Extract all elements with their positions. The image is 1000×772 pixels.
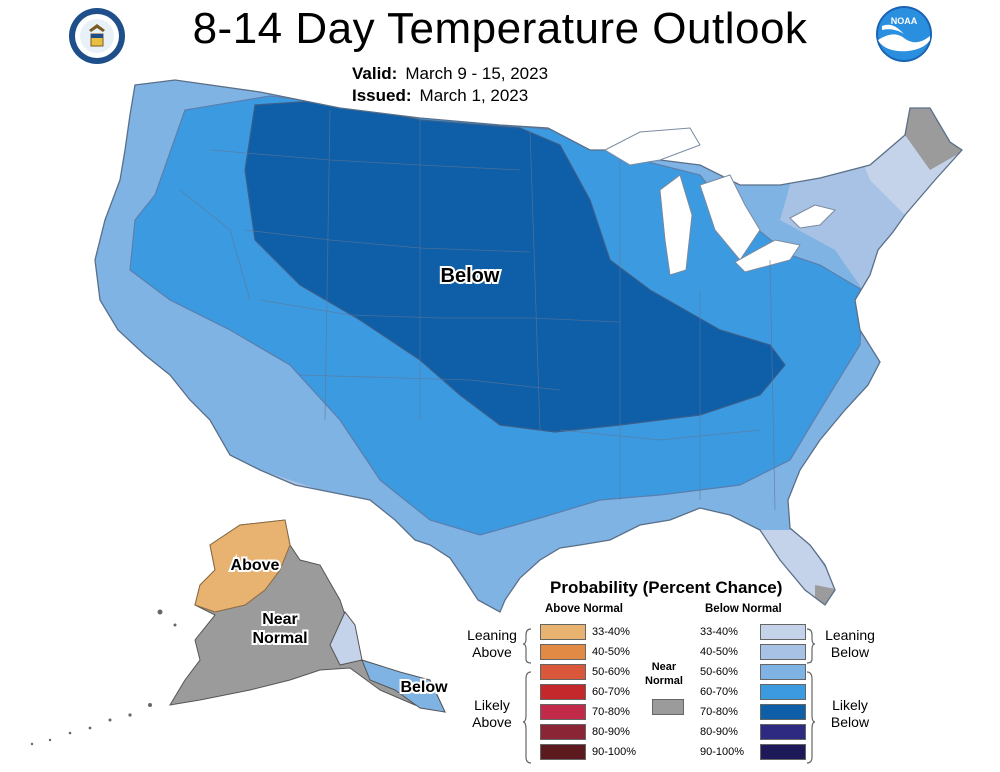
below-percent-label: 50-60% [700, 666, 738, 678]
above-percent-label: 50-60% [592, 666, 630, 678]
probability-legend: Probability (Percent Chance) Above Norma… [455, 575, 1000, 772]
below-percent-label: 33-40% [700, 626, 738, 638]
issued-line: Issued: March 1, 2023 [352, 86, 528, 106]
legend-title: Probability (Percent Chance) [550, 578, 783, 597]
valid-label: Valid: [352, 64, 398, 83]
below-swatch [760, 744, 806, 760]
page-title: 8-14 Day Temperature Outlook [192, 4, 808, 53]
conus-below-label: Below [441, 265, 500, 287]
above-swatch [540, 704, 586, 720]
leaning-below-label: Leaning Below [825, 627, 875, 660]
above-swatch [540, 684, 586, 700]
above-brace-icon [523, 628, 532, 764]
near-normal-label: Near Normal [645, 660, 683, 688]
leaning-above-label: Leaning Above [467, 627, 517, 660]
above-percent-label: 40-50% [592, 646, 630, 658]
above-percent-label: 33-40% [592, 626, 630, 638]
issued-date: March 1, 2023 [419, 86, 529, 105]
alaska-above-label: Above [231, 557, 280, 574]
below-percent-label: 40-50% [700, 646, 738, 658]
below-swatch [760, 704, 806, 720]
below-swatch [760, 624, 806, 640]
above-swatch [540, 644, 586, 660]
below-percent-label: 90-100% [700, 746, 745, 758]
above-swatch [540, 624, 586, 640]
alaska-below-label: Below [400, 679, 448, 696]
near-normal-label-1: Near [651, 661, 677, 673]
above-percent-label: 80-90% [592, 726, 630, 738]
above-percent-label: 60-70% [592, 686, 630, 698]
below-swatch [760, 684, 806, 700]
commerce-seal-icon [69, 8, 125, 64]
below-percent-label: 80-90% [700, 726, 738, 738]
alaska-near-label-2: Normal [252, 630, 307, 647]
above-percent-label: 90-100% [592, 746, 637, 758]
above-normal-header: Above Normal [545, 603, 623, 615]
svg-text:NOAA: NOAA [891, 16, 918, 26]
above-swatch [540, 744, 586, 760]
above-swatch [540, 724, 586, 740]
below-swatch [760, 664, 806, 680]
below-swatch [760, 644, 806, 660]
near-normal-swatch [652, 699, 684, 715]
below-normal-header: Below Normal [705, 603, 782, 615]
above-swatch [540, 664, 586, 680]
below-swatch [760, 724, 806, 740]
near-normal-label-2: Normal [645, 675, 683, 687]
likely-above-label: Likely Above [472, 697, 512, 730]
noaa-logo-icon: NOAA [876, 6, 932, 62]
below-brace-icon [806, 628, 815, 764]
issued-label: Issued: [352, 86, 412, 105]
below-percent-label: 70-80% [700, 706, 738, 718]
above-percent-label: 70-80% [592, 706, 630, 718]
below-percent-label: 60-70% [700, 686, 738, 698]
likely-below-label: Likely Below [830, 697, 870, 730]
valid-line: Valid: March 9 - 15, 2023 [352, 64, 548, 84]
valid-dates: March 9 - 15, 2023 [405, 64, 549, 83]
alaska-near-label-1: Near [262, 611, 298, 628]
